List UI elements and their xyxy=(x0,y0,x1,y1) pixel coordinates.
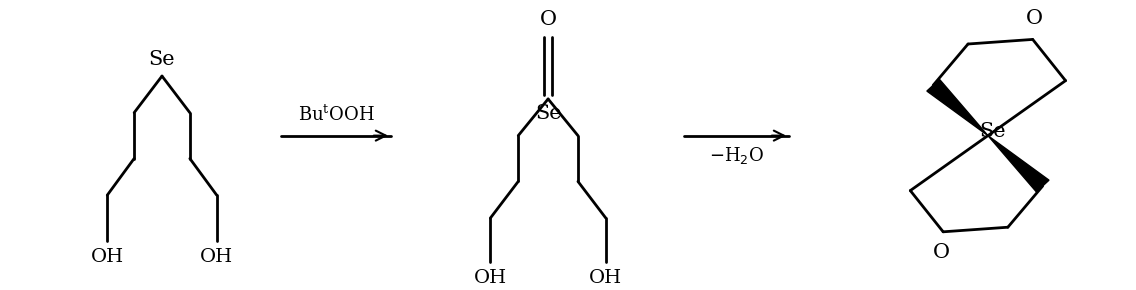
Polygon shape xyxy=(988,136,1049,192)
Text: Se: Se xyxy=(535,104,561,124)
Text: Bu$^\mathregular{t}$OOH: Bu$^\mathregular{t}$OOH xyxy=(298,104,375,125)
Text: O: O xyxy=(1026,10,1043,28)
Text: Se: Se xyxy=(149,50,175,69)
Polygon shape xyxy=(927,79,988,136)
Text: OH: OH xyxy=(200,248,233,266)
Text: Se: Se xyxy=(979,122,1006,141)
Text: OH: OH xyxy=(91,248,124,266)
Text: OH: OH xyxy=(590,269,623,287)
Text: $-$H$_2$O: $-$H$_2$O xyxy=(709,145,765,166)
Text: O: O xyxy=(540,10,557,29)
Text: O: O xyxy=(933,243,950,262)
Text: OH: OH xyxy=(474,269,507,287)
